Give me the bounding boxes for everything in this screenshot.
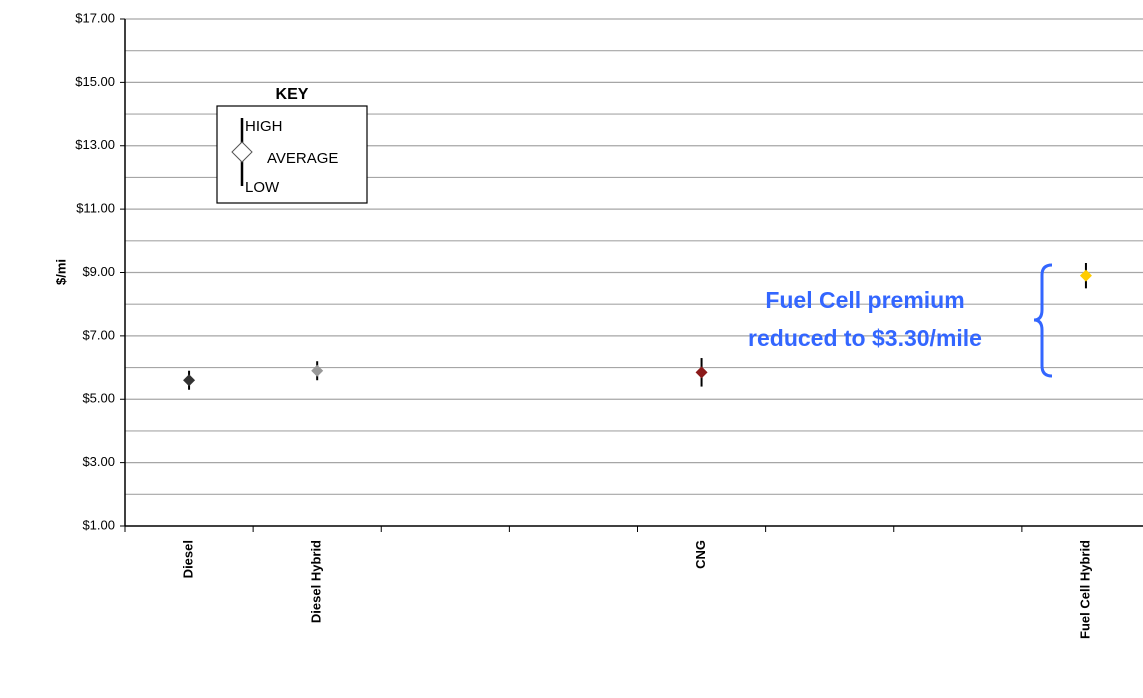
annotation-line: Fuel Cell premium bbox=[765, 287, 964, 313]
y-tick-label: $11.00 bbox=[76, 201, 115, 216]
x-tick-label: Fuel Cell Hybrid bbox=[1077, 540, 1092, 639]
key-title: KEY bbox=[276, 86, 309, 103]
y-tick-label: $9.00 bbox=[82, 264, 115, 279]
x-tick-label: CNG bbox=[693, 540, 708, 569]
x-tick-label: Diesel Hybrid bbox=[309, 540, 324, 623]
key-average: AVERAGE bbox=[267, 150, 338, 167]
annotation-line: reduced to $3.30/mile bbox=[748, 325, 982, 351]
average-marker bbox=[695, 366, 708, 379]
y-tick-label: $7.00 bbox=[82, 327, 115, 342]
marks bbox=[183, 262, 1092, 390]
brace bbox=[1033, 263, 1053, 378]
key: KEY HIGH AVERAGE LOW bbox=[216, 86, 368, 204]
plot: $1.00 $3.00 $5.00 $7.00 $9.00 $11.00 $13.00 $15… bbox=[75, 10, 1143, 639]
y-tick-label: $5.00 bbox=[82, 391, 115, 406]
average-marker bbox=[1079, 269, 1092, 282]
key-low: LOW bbox=[245, 179, 280, 196]
key-diamond bbox=[231, 141, 253, 163]
average-marker bbox=[311, 364, 324, 377]
y-tick-label: $13.00 bbox=[75, 137, 115, 152]
y-tick-label: $17.00 bbox=[75, 10, 115, 25]
y-tick-label: $1.00 bbox=[82, 517, 115, 532]
annotation: Fuel Cell premium reduced to $3.30/mile bbox=[748, 263, 1053, 378]
y-axis-label: $/mi bbox=[53, 259, 68, 285]
y-tick-label: $15.00 bbox=[75, 74, 115, 89]
y-tick-label: $3.00 bbox=[82, 454, 115, 469]
key-high: HIGH bbox=[245, 118, 283, 135]
x-tick-label: Diesel bbox=[181, 540, 196, 578]
average-marker bbox=[183, 374, 196, 387]
